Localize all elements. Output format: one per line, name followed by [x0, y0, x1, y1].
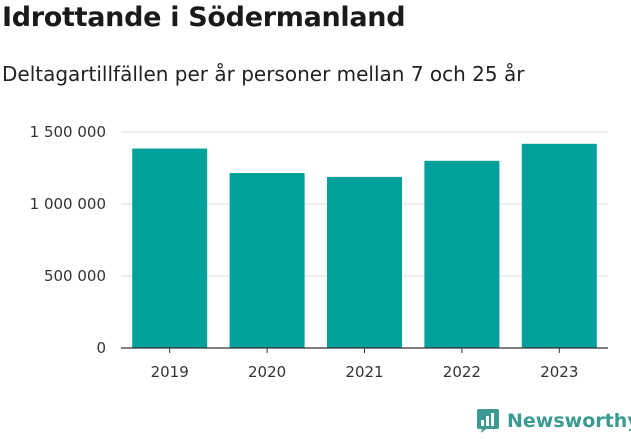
- x-tick-label: 2022: [443, 363, 481, 381]
- bar-2022: [424, 160, 500, 348]
- y-tick-label: 0: [96, 339, 106, 357]
- brand-name: Newsworthy: [507, 410, 631, 432]
- bar-2021: [327, 176, 402, 348]
- y-tick-label: 1 500 000: [30, 123, 106, 141]
- newsworthy-logo-icon: [477, 409, 499, 433]
- chart-subtitle: Deltagartillfällen per år personer mella…: [2, 62, 525, 86]
- bars: [132, 143, 597, 348]
- x-tick-label: 2023: [540, 363, 578, 381]
- bar-2023: [521, 143, 597, 348]
- x-tick-label: 2019: [151, 363, 189, 381]
- axes: 0 500 000 1 000 000 1 500 000 2019 2020 2021 20…: [30, 123, 608, 381]
- y-tick-label: 1 000 000: [30, 195, 106, 213]
- bar-2020: [229, 173, 305, 348]
- bar-2019: [132, 148, 208, 348]
- x-tick-label: 2021: [345, 363, 383, 381]
- chart-title: Idrottande i Södermanland: [2, 2, 406, 33]
- brand-logo: Newsworthy: [476, 408, 631, 434]
- x-tick-label: 2020: [248, 363, 286, 381]
- y-tick-label: 500 000: [44, 267, 106, 285]
